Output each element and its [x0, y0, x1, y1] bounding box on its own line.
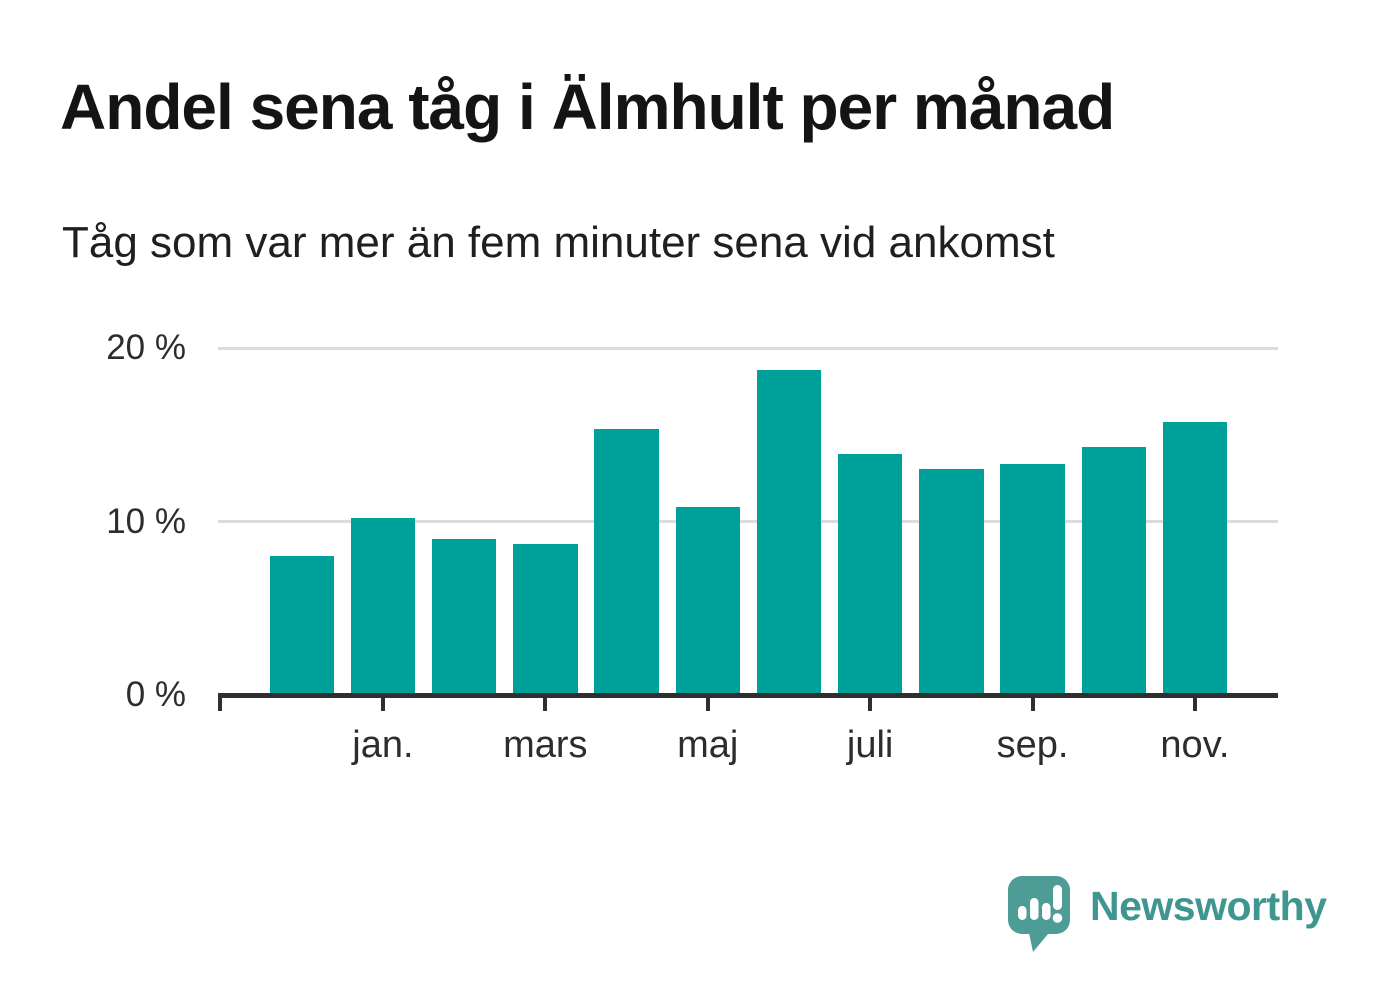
- chart-title: Andel sena tåg i Älmhult per månad: [60, 71, 1115, 143]
- bar: [1162, 422, 1228, 693]
- x-axis-tick-label: sep.: [996, 724, 1069, 766]
- bar: [594, 429, 659, 693]
- bar: [350, 517, 416, 693]
- x-axis-tick-label: jan.: [352, 724, 414, 766]
- bar: [756, 370, 822, 693]
- bar: [1081, 446, 1146, 693]
- x-axis-tick-label: nov.: [1160, 724, 1230, 766]
- x-axis-tick: [705, 696, 710, 711]
- x-axis-tick: [218, 696, 222, 711]
- y-axis-tick-label: 0 %: [125, 675, 186, 714]
- x-axis-tick-label: juli: [846, 724, 894, 766]
- bar: [1000, 463, 1065, 693]
- y-gridline: [218, 520, 1278, 523]
- x-axis-tick-label: maj: [677, 724, 739, 766]
- x-axis-tick-label: mars: [503, 724, 588, 766]
- chart-subtitle: Tåg som var mer än fem minuter sena vid …: [62, 218, 1055, 267]
- bar: [269, 555, 334, 693]
- x-axis-tick: [1192, 696, 1197, 711]
- y-axis-tick-label: 10 %: [106, 501, 186, 541]
- x-axis-tick: [380, 696, 385, 711]
- bar: [919, 469, 984, 693]
- bar: [431, 538, 497, 693]
- x-axis-line: [218, 693, 1278, 698]
- x-axis-tick: [868, 696, 873, 711]
- brand-wordmark: Newsworthy: [1090, 883, 1327, 929]
- x-axis-tick: [1030, 696, 1035, 711]
- y-gridline: [218, 346, 1278, 350]
- brand-footer: Newsworthy: [1008, 876, 1327, 954]
- bar: [513, 543, 578, 693]
- x-axis-tick: [543, 696, 548, 711]
- newsworthy-logo-icon: [1008, 876, 1070, 952]
- y-axis-tick-label: 20 %: [106, 328, 186, 367]
- bar: [675, 507, 740, 693]
- bar: [837, 453, 903, 693]
